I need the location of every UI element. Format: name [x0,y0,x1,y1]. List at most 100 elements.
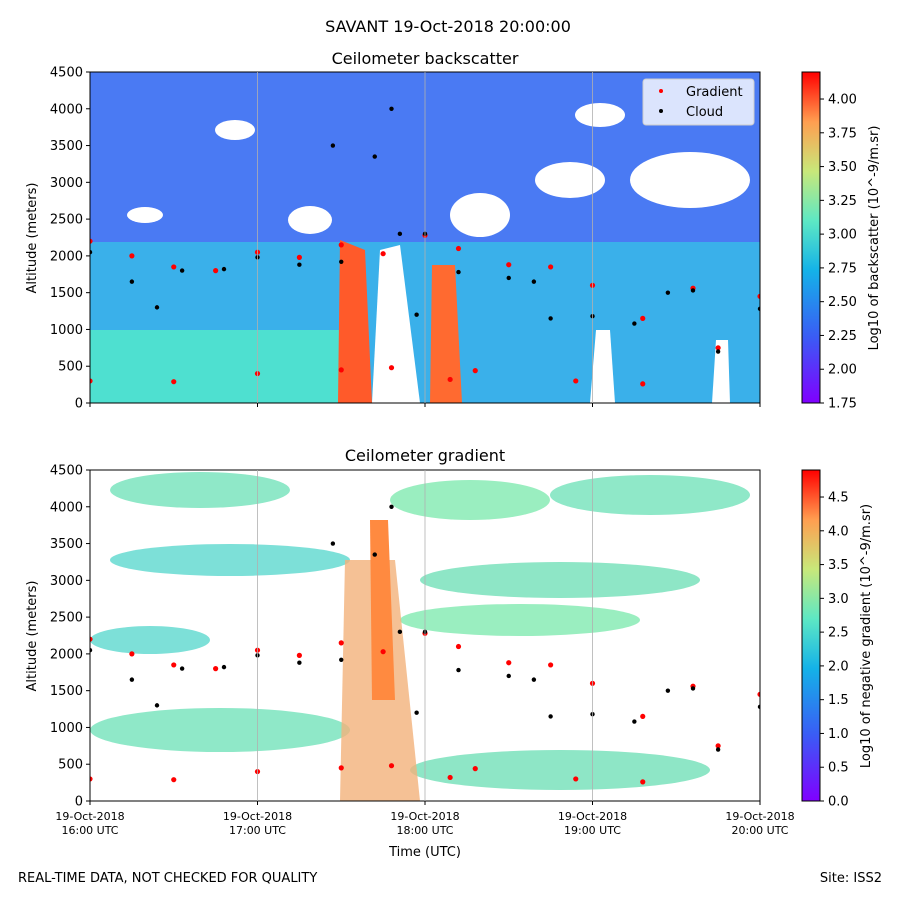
x-tick-label: 18:00 UTC [396,824,453,837]
colorbar-tick-label: 2.00 [828,363,857,378]
y-tick-label: 1500 [50,286,83,301]
gradient-point [338,242,344,248]
x-tick-label: 16:00 UTC [61,824,118,837]
cloud-point [297,660,302,665]
y-tick-label: 2000 [50,249,83,264]
y-tick-label: 1000 [50,323,83,338]
gradient-point [388,365,395,371]
colorbar-tick-label: 2.25 [828,329,857,344]
clear-region [288,206,332,234]
backscatter-title: Ceilometer backscatter [332,49,519,68]
cloud-point [339,657,344,662]
cloud-point [665,290,671,295]
y-tick-label: 4500 [50,464,83,479]
legend-cloud-label: Cloud [686,105,723,120]
cloud-point [179,666,185,671]
clear-region [535,162,605,198]
y-tick-label: 0 [75,795,83,810]
cloud-point [414,710,419,715]
plume [370,520,395,700]
cloud-point [389,106,394,111]
gradient-point [640,381,646,387]
y-tick-label: 2000 [50,647,83,662]
legend-cloud-swatch [659,109,663,113]
plume [430,265,462,403]
gradient-point [213,268,219,274]
legend-gradient-swatch [659,89,663,93]
y-tick-label: 2500 [50,611,83,626]
gradient-point [506,660,512,666]
x-tick-label: 20:00 UTC [731,824,788,837]
x-tick-label: 19-Oct-2018 [558,810,627,823]
gradient-point [338,640,344,646]
suptitle: SAVANT 19-Oct-2018 20:00:00 [325,17,571,36]
cloud-point [715,349,721,354]
cloud-point [129,677,135,682]
backscatter-marks [90,106,760,387]
clear-region [590,330,615,403]
cloud-point [372,552,377,557]
cloud-point [715,747,721,752]
gradient-point [548,662,554,668]
colorbar-tick-label: 1.5 [828,693,849,708]
gradient-point [640,779,646,785]
cloud-point [506,275,511,281]
cloud-point [339,259,344,264]
colorbar-tick-label: 3.50 [828,160,857,175]
gradient-point [171,777,177,783]
gradient-title: Ceilometer gradient [345,446,505,465]
gradient-point [472,766,478,772]
gradient-colorbar [801,469,821,802]
cloud-point [179,268,185,273]
cloud-point [456,667,461,673]
cloud-point [531,279,537,284]
colorbar-tick-label: 1.0 [828,727,849,742]
gradient-point [757,691,760,697]
x-tick-label: 19:00 UTC [564,824,621,837]
colorbar-tick-label: 4.0 [828,524,849,539]
y-tick-label: 3000 [50,574,83,589]
cloud-point [690,288,696,293]
clear-region [630,152,750,208]
colorbar-tick-label: 2.5 [828,626,849,641]
gradient-layer [410,750,710,790]
cloud-point [297,262,302,267]
gradient-point [171,662,177,668]
cloud-point [330,541,336,546]
y-tick-label: 3500 [50,139,83,154]
x-tick-label: 19-Oct-2018 [725,810,794,823]
cloud-point [129,279,135,284]
cloud-point [548,714,553,719]
gradient-point [171,379,177,385]
gradient-point [380,649,386,655]
colorbar-tick-label: 2.75 [828,261,857,276]
gradient-point [640,713,646,720]
cloud-point [632,321,637,326]
gradient-panel: Ceilometer gradient 0 500 1000 1500 2000 2500… [25,446,874,860]
gradient-point [573,776,579,782]
cloud-point [90,250,93,255]
colorbar-tick-label: 2.50 [828,295,857,310]
cloud-point [531,677,537,682]
colorbar-tick-label: 3.75 [828,126,857,141]
gradient-point [757,293,760,299]
cloud-point [330,143,336,148]
cloud-point [414,312,419,317]
gradient-layer [110,544,350,576]
clear-region [127,207,163,223]
legend-box [642,78,755,126]
backscatter-colorbar-label: Log10 of backscatter (10^-9/m.sr) [867,126,882,351]
gradient-point [715,345,721,351]
y-tick-label: 3000 [50,176,83,191]
gradient-point [447,376,453,383]
gradient-point [447,774,453,781]
plume [338,240,372,403]
site-label: Site: ISS2 [820,871,882,886]
gradient-point [296,652,302,658]
cloud-point [632,719,637,724]
backscatter-colorbar-ticks: 1.75 2.00 2.25 2.50 2.75 3.00 3.25 3.50 3.75 4.00 [820,93,857,412]
gradient-point [171,264,177,270]
gradient-point [548,264,554,270]
